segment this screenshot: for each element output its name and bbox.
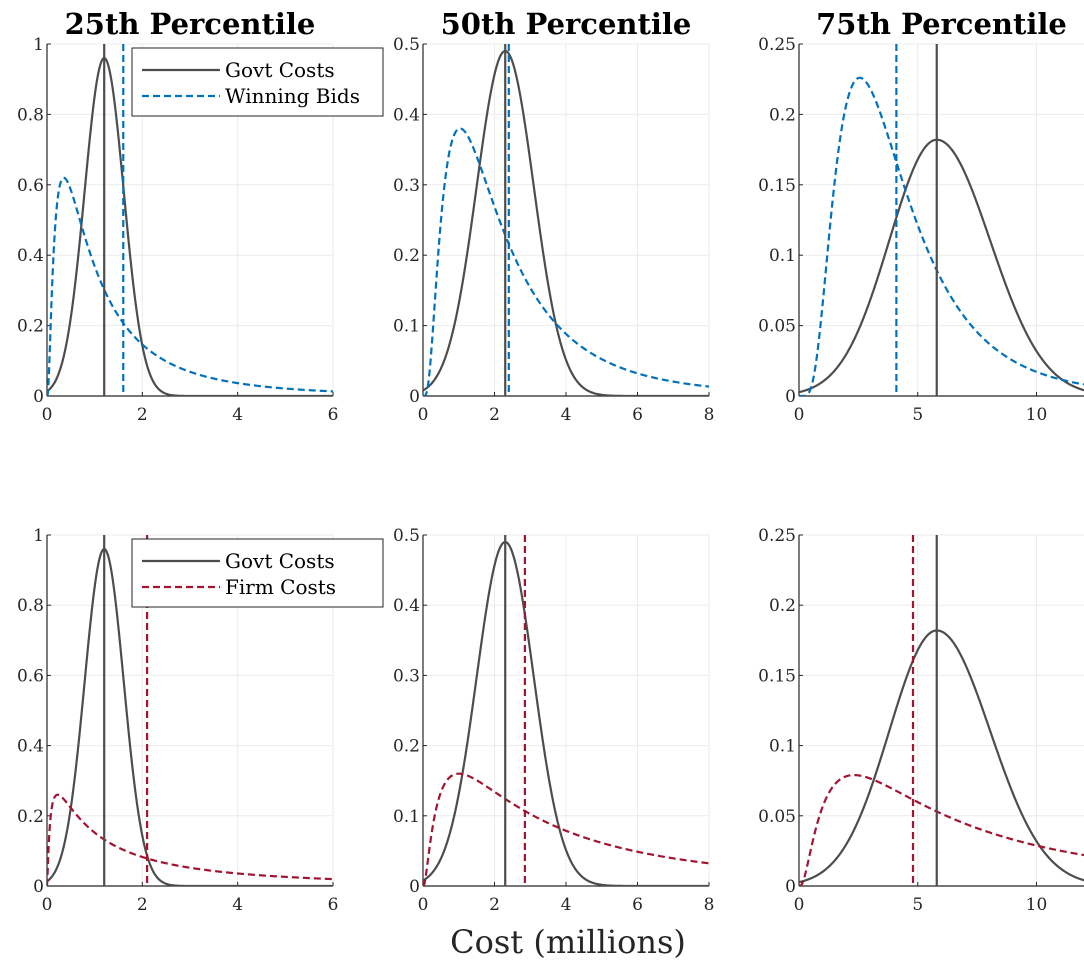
series-line-1 <box>423 540 709 886</box>
y-tick-label: 0.05 <box>758 317 796 337</box>
x-tick-label: 8 <box>704 895 715 915</box>
legend-label: Govt Costs <box>225 549 335 573</box>
x-tick-label: 6 <box>328 405 339 425</box>
y-tick-label: 0 <box>33 877 44 897</box>
y-tick-label: 0.4 <box>17 246 44 266</box>
panel-title: 50th Percentile <box>441 7 692 41</box>
y-tick-label: 0.6 <box>17 666 44 686</box>
x-axis-label: Cost (millions) <box>450 923 686 961</box>
x-tick-label: 2 <box>137 405 148 425</box>
x-tick-label: 6 <box>328 895 339 915</box>
y-tick-label: 1 <box>33 526 44 546</box>
x-tick-label: 0 <box>418 405 429 425</box>
x-tick-label: 4 <box>232 405 243 425</box>
x-tick-label: 0 <box>42 405 53 425</box>
subplot-6: 0 0.05 0.1 0.15 0.2 0.25 0 5 10 <box>758 526 1084 915</box>
x-tick-label: 4 <box>561 895 572 915</box>
subplot-2: 0 0.1 0.2 0.3 0.4 0.5 0 2 4 6 8 50th Percentile <box>393 7 714 425</box>
series-line-1 <box>47 56 333 396</box>
y-tick-label: 0.15 <box>758 176 796 196</box>
y-tick-label: 0.2 <box>393 737 420 757</box>
series-line-1 <box>423 49 709 396</box>
y-tick-label: 0.2 <box>17 807 44 827</box>
y-tick-label: 0.4 <box>17 737 44 757</box>
series-line-1 <box>799 629 1084 884</box>
y-tick-label: 0 <box>409 877 420 897</box>
y-tick-label: 0.8 <box>17 105 44 125</box>
legend-box <box>131 47 384 117</box>
y-tick-label: 0.15 <box>758 666 796 686</box>
y-tick-label: 0.1 <box>393 317 420 337</box>
y-tick-label: 0.1 <box>769 246 796 266</box>
subplot-3: 0 0.05 0.1 0.15 0.2 0.25 0 5 10 75th Percentile <box>758 7 1084 425</box>
subplot-1: 0 0.2 0.4 0.6 0.8 1 0 2 4 6 25th Percentile Govt Co… <box>17 7 384 425</box>
x-tick-label: 6 <box>632 895 643 915</box>
y-tick-label: 0.2 <box>769 105 796 125</box>
series-line-2 <box>423 127 709 396</box>
y-tick-label: 0.25 <box>758 526 796 546</box>
y-tick-label: 0.3 <box>393 176 420 196</box>
y-tick-label: 0.4 <box>393 596 420 616</box>
x-tick-label: 2 <box>489 405 500 425</box>
y-tick-label: 0.5 <box>393 526 420 546</box>
x-tick-label: 5 <box>912 895 923 915</box>
y-tick-label: 0 <box>785 387 796 407</box>
y-tick-label: 0.5 <box>393 35 420 55</box>
y-tick-label: 0 <box>785 877 796 897</box>
y-tick-label: 0.4 <box>393 105 420 125</box>
x-tick-label: 0 <box>418 895 429 915</box>
panel-title: 25th Percentile <box>65 7 316 41</box>
panel-title: 75th Percentile <box>816 7 1067 41</box>
y-tick-label: 0.2 <box>769 596 796 616</box>
series-line-2 <box>47 793 333 886</box>
x-tick-label: 0 <box>794 895 805 915</box>
x-tick-label: 10 <box>1026 895 1048 915</box>
y-tick-label: 0 <box>409 387 420 407</box>
y-tick-label: 0.1 <box>769 737 796 757</box>
x-tick-label: 2 <box>137 895 148 915</box>
legend-label: Winning Bids <box>225 84 360 108</box>
y-tick-label: 0 <box>33 387 44 407</box>
series-line-2 <box>423 772 709 886</box>
x-tick-label: 2 <box>489 895 500 915</box>
x-tick-label: 6 <box>632 405 643 425</box>
x-tick-label: 5 <box>912 405 923 425</box>
x-tick-label: 4 <box>232 895 243 915</box>
subplot-5: 0 0.1 0.2 0.3 0.4 0.5 0 2 4 6 8 <box>393 526 714 915</box>
series-line-1 <box>799 138 1084 394</box>
series-line-2 <box>47 176 333 396</box>
y-tick-label: 0.8 <box>17 596 44 616</box>
series-line-1 <box>47 547 333 886</box>
y-tick-label: 0.1 <box>393 807 420 827</box>
y-tick-label: 0.2 <box>17 317 44 337</box>
x-tick-label: 0 <box>794 405 805 425</box>
x-tick-label: 4 <box>561 405 572 425</box>
series-line-2 <box>799 773 1084 886</box>
legend-label: Govt Costs <box>225 58 335 82</box>
x-tick-label: 10 <box>1026 405 1048 425</box>
y-tick-label: 0.2 <box>393 246 420 266</box>
y-tick-label: 0.05 <box>758 807 796 827</box>
legend-box <box>131 538 384 608</box>
y-tick-label: 0.6 <box>17 176 44 196</box>
y-tick-label: 0.3 <box>393 666 420 686</box>
x-tick-label: 0 <box>42 895 53 915</box>
x-tick-label: 8 <box>704 405 715 425</box>
y-tick-label: 0.25 <box>758 35 796 55</box>
series-line-2 <box>799 76 1084 396</box>
legend-label: Firm Costs <box>225 575 336 599</box>
y-tick-label: 1 <box>33 35 44 55</box>
